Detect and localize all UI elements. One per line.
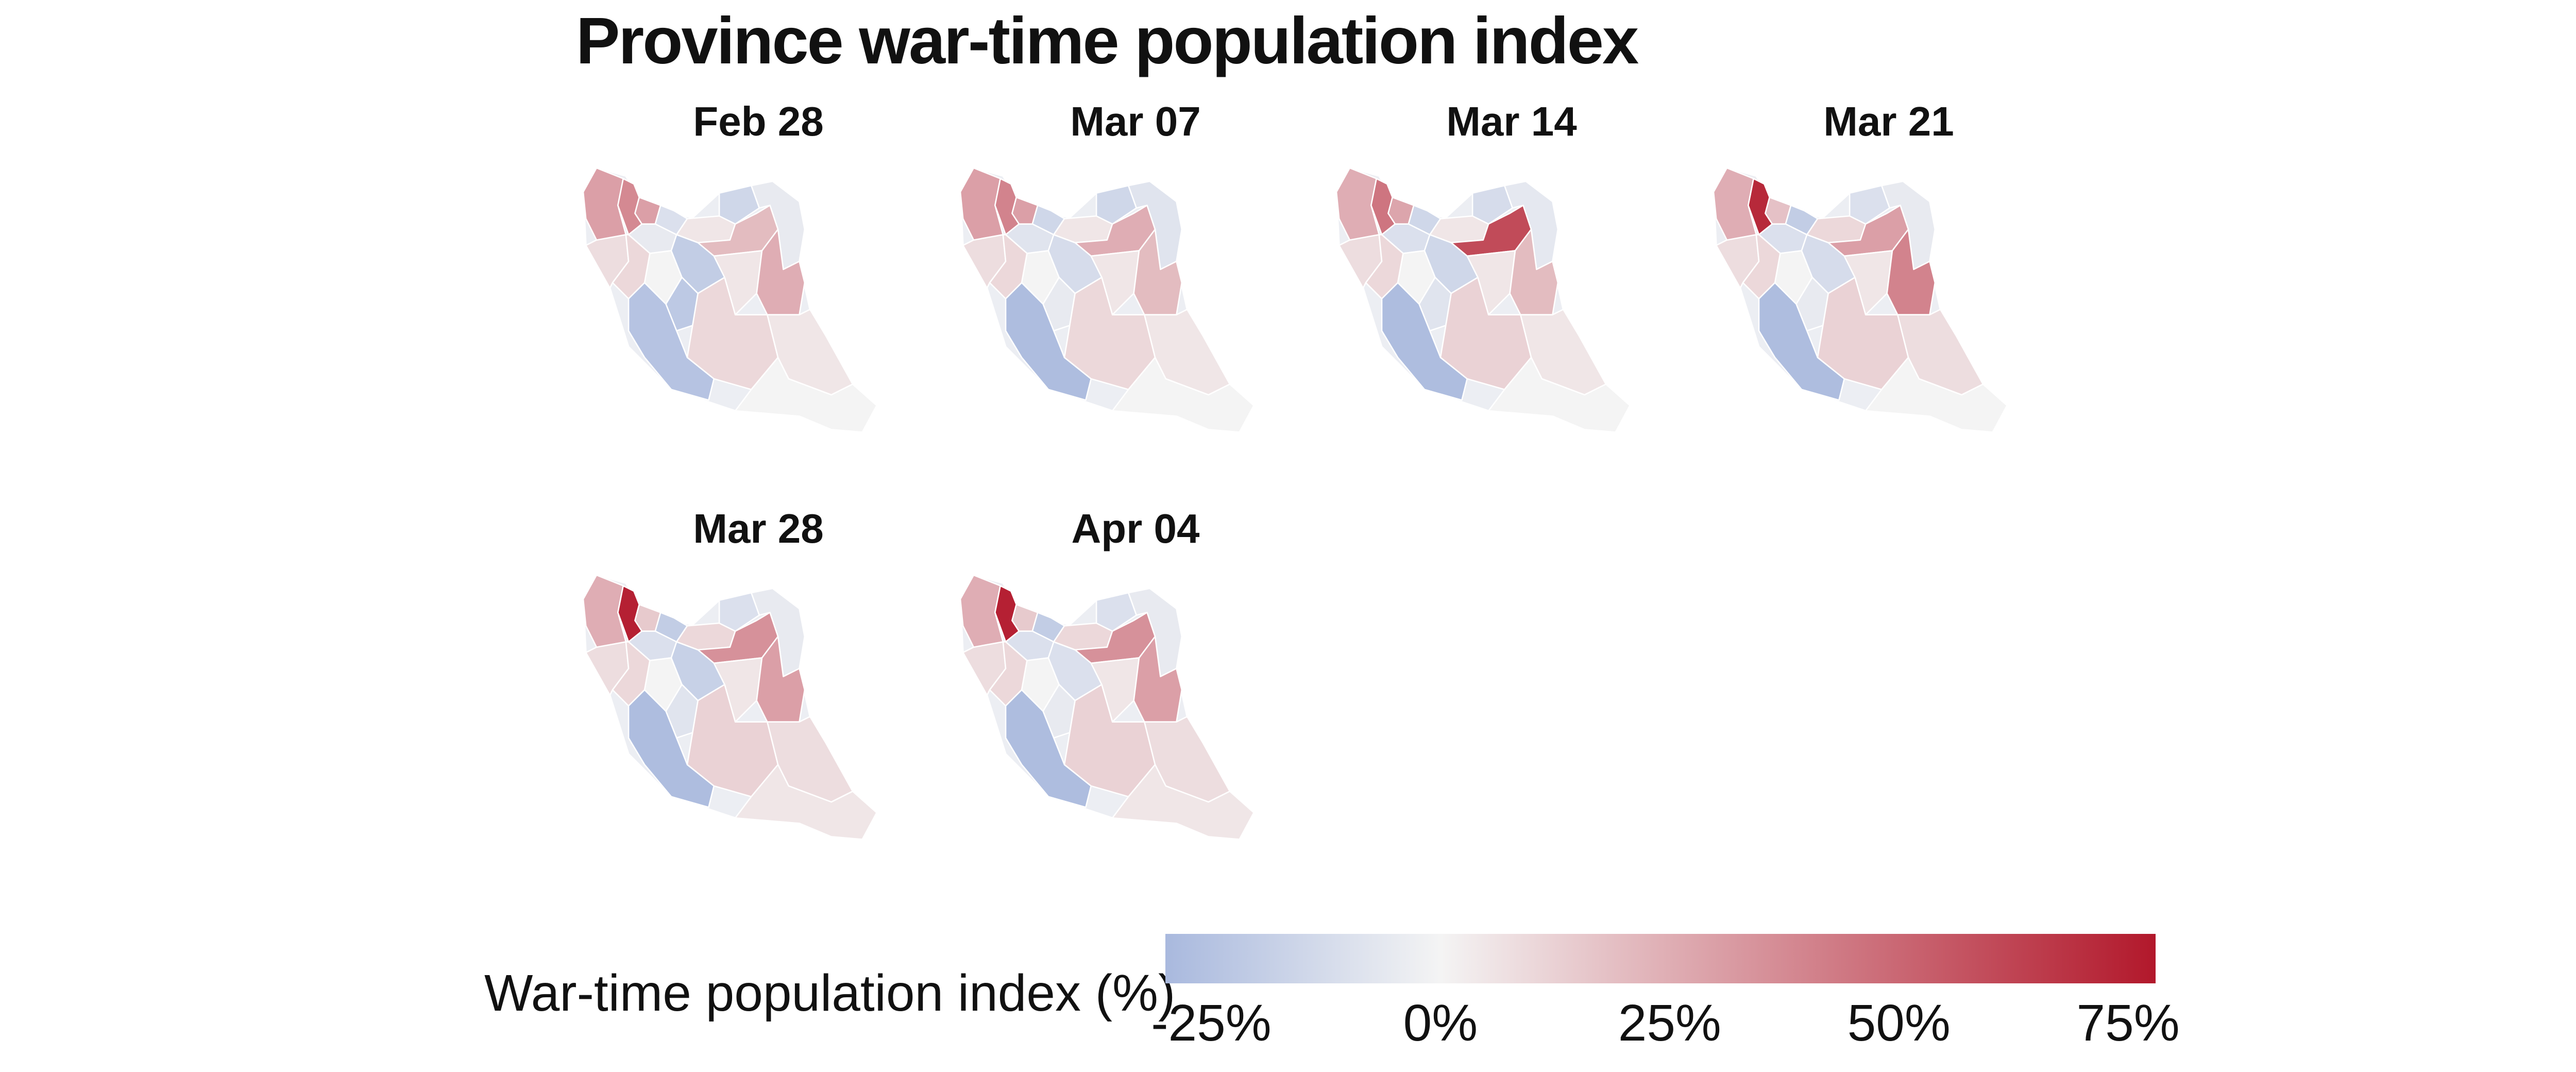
province-s2 [1111, 764, 1255, 840]
province-map [1713, 167, 2008, 433]
province-e1 [1090, 657, 1140, 723]
panel-date-label: Mar 21 [1823, 98, 1954, 144]
page-title: Province war-time population index [576, 4, 1639, 78]
province-map [959, 167, 1255, 433]
map-panel: Mar 07 [950, 98, 1362, 490]
map-panel: Mar 21 [1703, 98, 2115, 490]
map-panel: Mar 14 [1326, 98, 1738, 490]
legend-tick-label: 75% [2076, 994, 2180, 1052]
province-e2 [756, 228, 806, 316]
legend-tick-label: 25% [1618, 994, 1721, 1052]
province-s2 [1487, 357, 1631, 433]
province-e2 [1133, 635, 1183, 723]
map-panel: Mar 28 [573, 505, 985, 897]
province-c2 [665, 683, 699, 739]
legend-tick-mark [2127, 983, 2129, 991]
province-e1 [713, 657, 763, 723]
province-map [959, 574, 1255, 841]
province-c2 [1042, 276, 1076, 332]
panel-date-label: Mar 14 [1446, 98, 1577, 144]
province-nw1 [1335, 167, 1380, 241]
legend-tick-mark [1668, 983, 1671, 991]
province-nw1 [959, 574, 1004, 648]
province-c2 [1795, 276, 1829, 332]
legend-tick-mark [1439, 983, 1442, 991]
province-e1 [1843, 250, 1893, 316]
legend-tick-mark [1897, 983, 1900, 991]
panel-date-label: Feb 28 [693, 98, 824, 144]
province-c2 [1418, 276, 1452, 332]
province-s2 [1865, 357, 2008, 433]
province-nw1 [582, 167, 627, 241]
province-map [582, 574, 878, 841]
color-scale-bar [1165, 934, 2156, 983]
province-map [582, 167, 878, 433]
panel-date-label: Mar 28 [693, 506, 824, 551]
province-c2 [665, 276, 699, 332]
map-panel: Feb 28 [573, 98, 985, 490]
province-nw1 [582, 574, 627, 648]
map-panel: Apr 04 [950, 505, 1362, 897]
legend-tick-label: 50% [1847, 994, 1951, 1052]
province-e2 [1133, 228, 1183, 316]
province-e1 [1466, 250, 1516, 316]
province-e2 [756, 635, 806, 723]
panel-date-label: Apr 04 [1071, 506, 1200, 551]
province-s2 [734, 764, 877, 840]
province-s2 [734, 357, 877, 433]
province-e2 [1886, 228, 1936, 316]
panel-date-label: Mar 07 [1070, 98, 1201, 144]
legend-tick-mark [1210, 983, 1212, 991]
province-nw1 [1713, 167, 1757, 241]
province-s2 [1111, 357, 1255, 433]
province-e1 [713, 250, 763, 316]
province-e2 [1509, 228, 1559, 316]
legend-tick-label: 0% [1403, 994, 1478, 1052]
legend-title: War-time population index (%) [484, 964, 1176, 1022]
province-e1 [1090, 250, 1140, 316]
province-c2 [1042, 683, 1076, 739]
legend-tick-label: -25% [1151, 994, 1272, 1052]
province-nw1 [959, 167, 1004, 241]
province-map [1335, 167, 1631, 433]
